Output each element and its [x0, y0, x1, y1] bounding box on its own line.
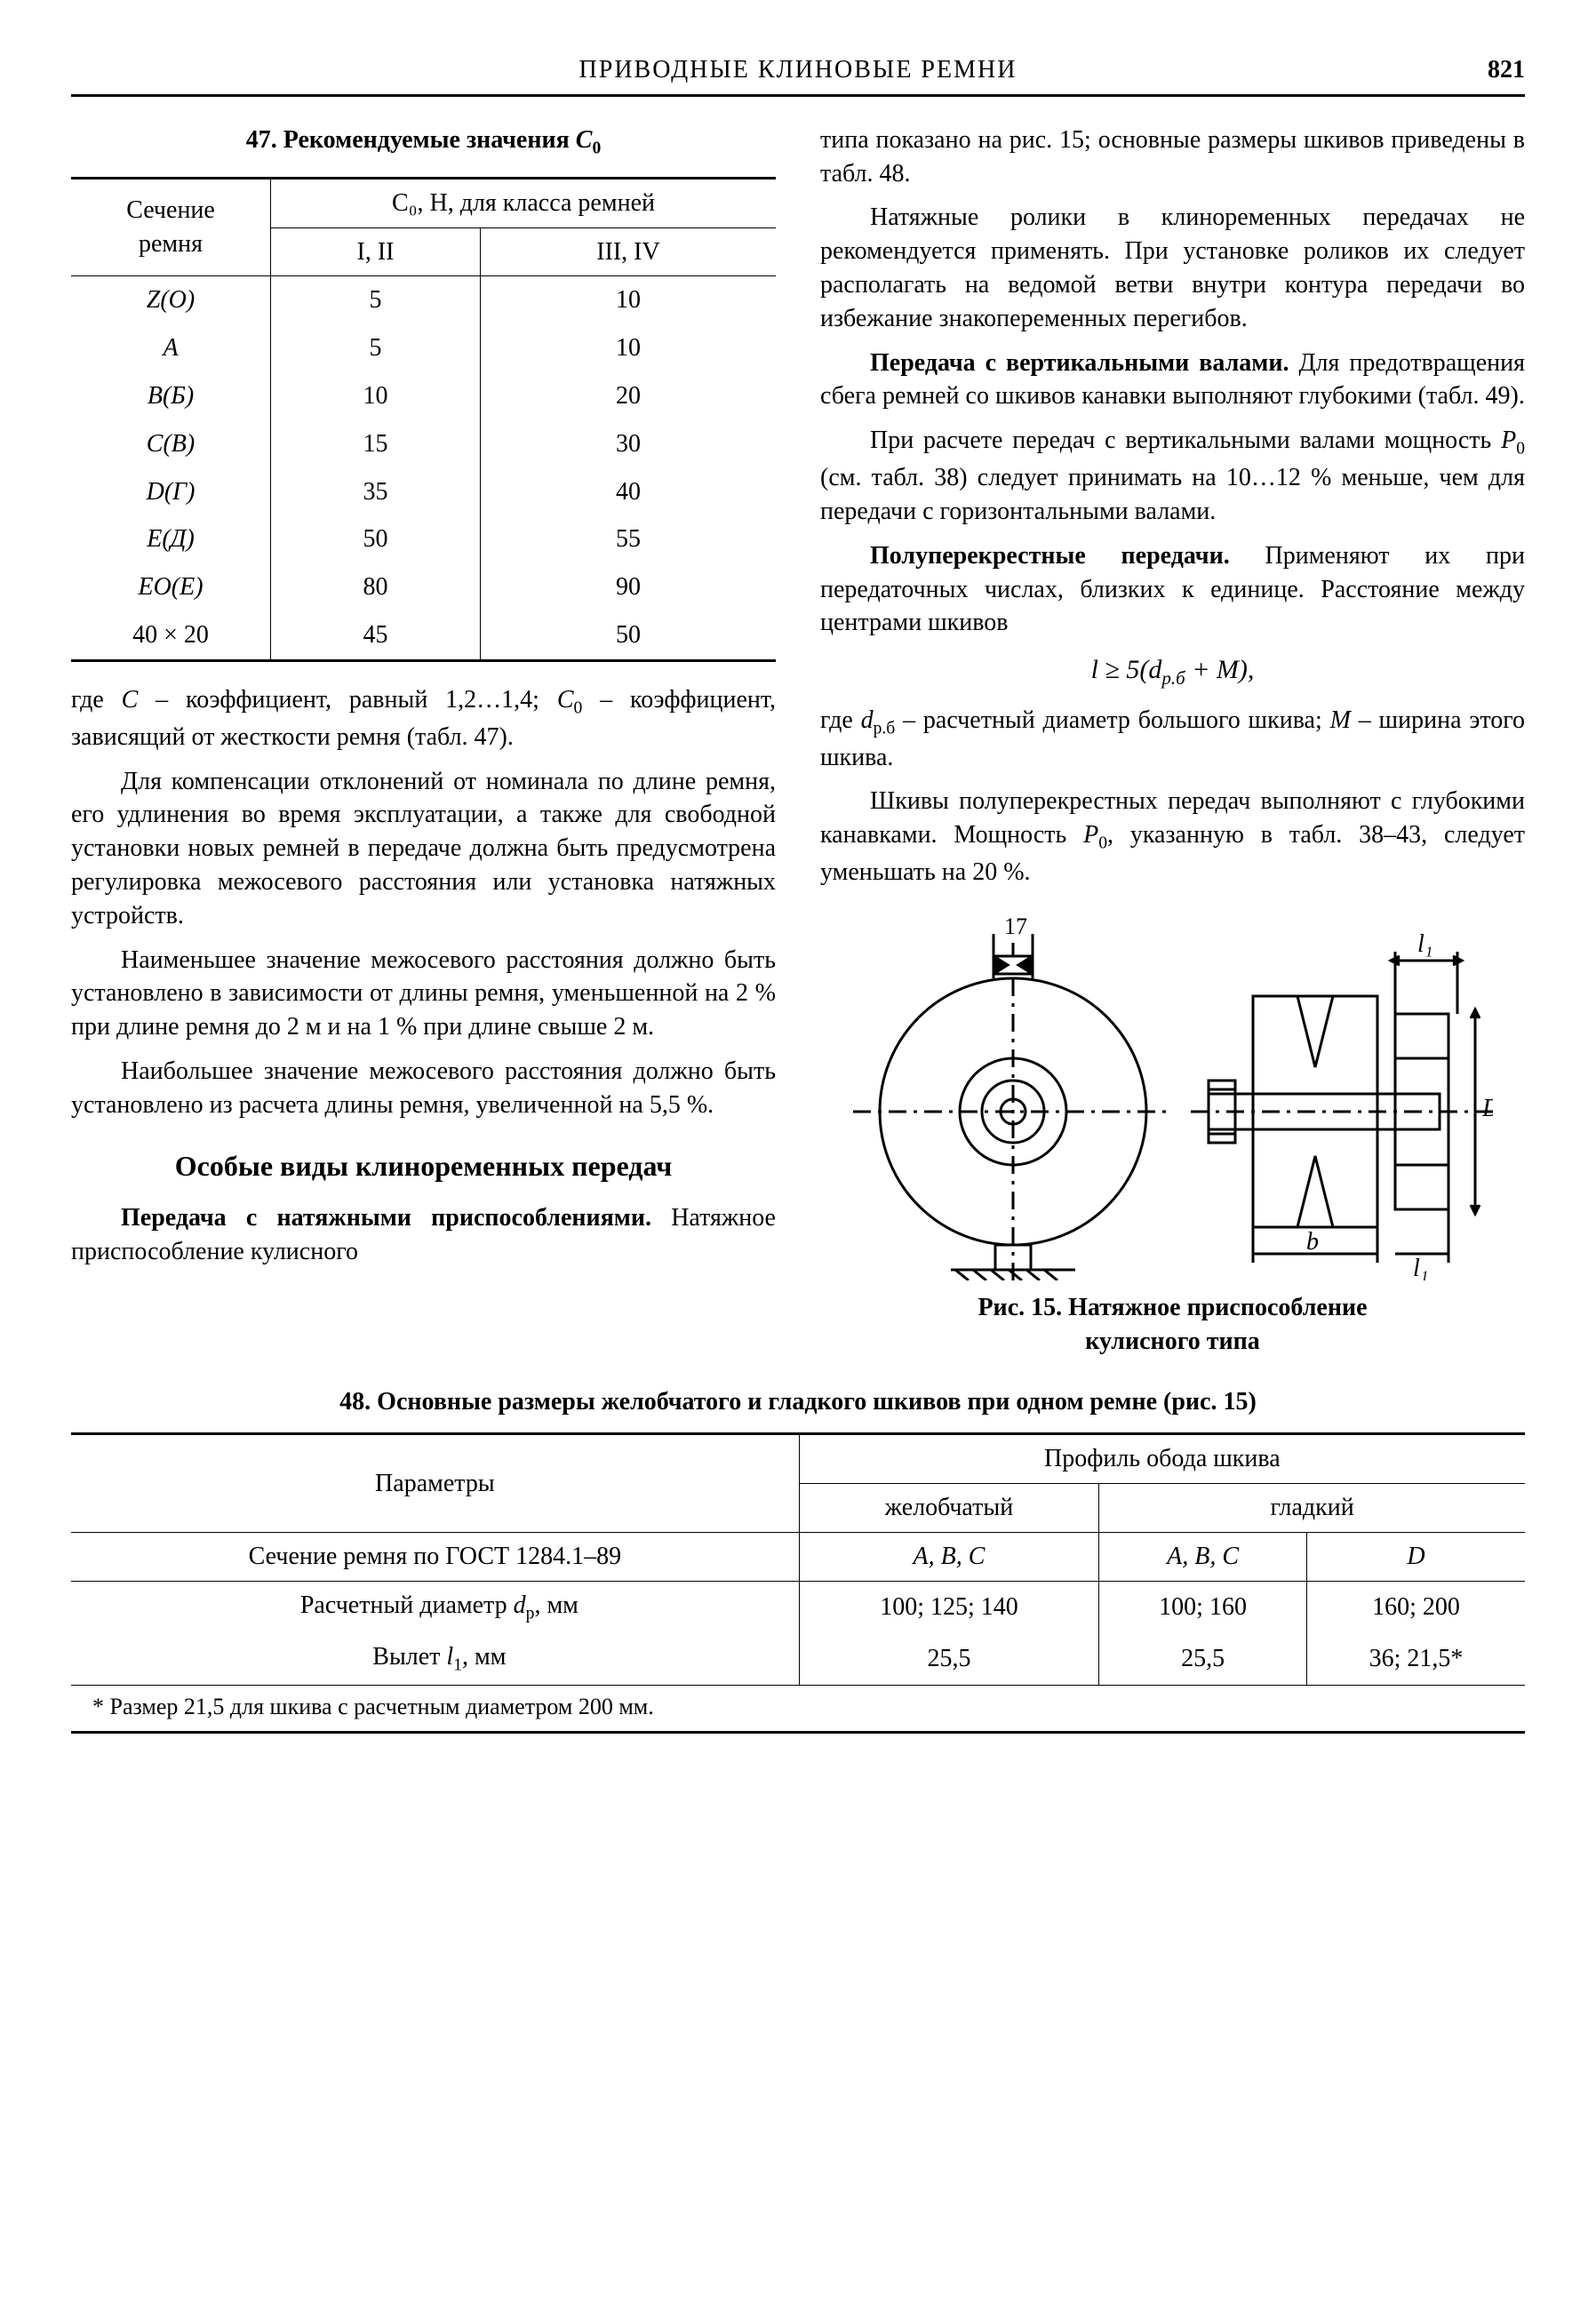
svg-text:l₁: l₁	[1413, 1255, 1429, 1280]
para-fig15-ref: типа показано на рис. 15; основные разме…	[820, 124, 1525, 191]
formula-l: l ≥ 5(dр.б + M),	[820, 652, 1525, 690]
figure-15-svg: 17	[853, 907, 1493, 1280]
para-tension-rollers: Натяжные ролики в клиноременных передача…	[820, 201, 1525, 335]
figure-15: 17	[820, 907, 1525, 1359]
svg-text:l₁: l₁	[1417, 930, 1433, 958]
para-vertical-shafts: Передача с вертикальными валами. Для пре…	[820, 347, 1525, 414]
figure-15-caption: Рис. 15. Натяжное приспособлениекулисног…	[820, 1291, 1525, 1359]
para-where-d: где dр.б – расчетный диаметр большого шк…	[820, 704, 1525, 775]
para-coef: где C – коэффициент, равный 1,2…1,4; C0 …	[71, 683, 776, 754]
table-47: Сечениеремня C₀, Н, для класса ремней I,…	[71, 177, 776, 662]
para-max-dist: Наибольшее значение межосевого расстояни…	[71, 1055, 776, 1122]
para-tension-devices: Передача с натяжными приспособлениями. Н…	[71, 1201, 776, 1269]
para-vertical-power: При расчете передач с вертикальными вала…	[820, 424, 1525, 529]
section-heading: Особые виды клиноременных передач	[71, 1147, 776, 1185]
para-compensation: Для компенсации отклонений от номинала п…	[71, 765, 776, 933]
table-47-title: 47. Рекомендуемые значения C0	[71, 124, 776, 161]
table-48: Параметры Профиль обода шкива желобчатый…	[71, 1432, 1525, 1684]
table-48-footnote: * Размер 21,5 для шкива с расчетным диам…	[71, 1685, 1525, 1734]
para-min-dist: Наименьшее значение межосевого расстояни…	[71, 944, 776, 1044]
right-column: типа показано на рис. 15; основные разме…	[820, 124, 1525, 1359]
table-48-title: 48. Основные размеры желобчатого и гладк…	[71, 1385, 1525, 1419]
page-header: ПРИВОДНЫЕ КЛИНОВЫЕ РЕМНИ 821	[71, 53, 1525, 97]
para-semicross: Полуперекрестные передачи. Применяют их …	[820, 539, 1525, 640]
svg-text:17: 17	[1004, 913, 1027, 939]
svg-text:D: D	[1481, 1095, 1493, 1122]
page-number: 821	[1418, 53, 1525, 87]
two-column-layout: 47. Рекомендуемые значения C0 Сечениерем…	[71, 124, 1525, 1359]
svg-text:b: b	[1306, 1228, 1319, 1256]
para-semicross-pulleys: Шкивы полуперекрестных передач выполняют…	[820, 785, 1525, 889]
header-title: ПРИВОДНЫЕ КЛИНОВЫЕ РЕМНИ	[178, 53, 1418, 87]
left-column: 47. Рекомендуемые значения C0 Сечениерем…	[71, 124, 776, 1359]
